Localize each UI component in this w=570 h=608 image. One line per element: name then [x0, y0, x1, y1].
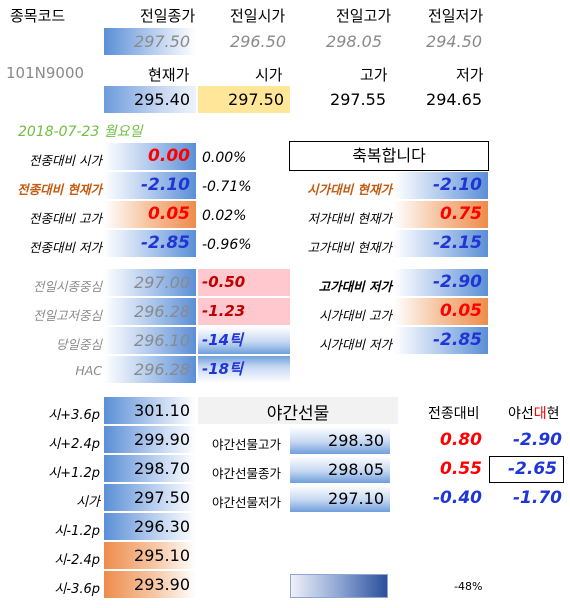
open-label: 시가: [255, 66, 283, 84]
prev-open-label: 전일시가: [230, 7, 286, 25]
prev-hl-center-diff: -1.23: [198, 298, 290, 325]
cur-label: 현재가: [148, 66, 190, 84]
low-vs-cur-label: 저가대비 현재가: [307, 211, 392, 226]
today-center-diff: -14틱: [198, 327, 290, 354]
night-col-prev: 전종대비: [428, 406, 480, 422]
today-center-value: 296.10: [104, 327, 196, 354]
prev-low-value: 294.50: [426, 32, 482, 51]
open-vs-high-value: 0.05: [394, 298, 488, 325]
compare-high-label: 전종대비 고가: [29, 211, 102, 226]
prev-hl-center-label: 전일고저중심: [32, 308, 102, 323]
compare-open-value: 0.00: [104, 143, 196, 170]
code-value: 101N9000: [6, 64, 85, 82]
today-center-label: 당일중심: [55, 337, 102, 352]
level-value: 295.10: [104, 542, 196, 569]
compare-low-value: -2.85: [104, 230, 196, 257]
high-value: 297.55: [330, 90, 386, 109]
compare-open-label: 전종대비 시가: [29, 153, 102, 168]
compare-low-pct: -0.96%: [202, 237, 252, 253]
level-label: 시-2.4p: [54, 553, 100, 568]
night-row-vs-prev: -0.40: [433, 488, 482, 508]
high-vs-cur-label: 고가대비 현재가: [307, 240, 392, 255]
level-label: 시+2.4p: [48, 437, 100, 452]
level-value: 301.10: [104, 397, 196, 424]
night-row-value: 297.10: [290, 485, 390, 512]
night-row-value: 298.30: [290, 427, 390, 454]
prev-open-value: 296.50: [230, 32, 286, 51]
night-row-vs-prev: 0.55: [440, 459, 482, 479]
low-label: 저가: [456, 66, 484, 84]
night-row-label: 야간선물고가: [212, 437, 282, 452]
level-value: 297.50: [104, 484, 196, 511]
open-vs-cur-value: -2.10: [394, 172, 488, 199]
prev-oc-center-label: 전일시종중심: [32, 279, 102, 294]
night-row-value: 298.05: [290, 456, 390, 483]
ratio-bar-fill: [291, 575, 387, 597]
compare-open-pct: 0.00%: [202, 150, 247, 166]
high-label: 고가: [360, 66, 388, 84]
hac-diff: -18틱: [198, 356, 290, 383]
night-title-band: [198, 397, 398, 424]
prev-high-label: 전일고가: [336, 7, 392, 25]
high-vs-low-value: -2.90: [394, 269, 488, 296]
prev-close-label: 전일종가: [140, 7, 196, 25]
date-label: 2018-07-23 월요일: [18, 124, 143, 140]
night-row-label: 야간선물종가: [212, 466, 282, 481]
hac-label: HAC: [75, 363, 102, 378]
low-vs-cur-value: 0.75: [394, 201, 488, 228]
prev-close-value: 297.50: [104, 28, 196, 55]
level-label: 시-1.2p: [54, 524, 100, 539]
high-vs-low-label: 고가대비 저가: [318, 279, 392, 294]
prev-low-label: 전일저가: [428, 7, 484, 25]
compare-cur-label: 전종대비 현재가: [17, 182, 102, 197]
low-value: 294.65: [426, 90, 482, 109]
night-col-cur: 야선대현: [508, 406, 560, 422]
compare-high-value: 0.05: [104, 201, 196, 228]
compare-cur-pct: -0.71%: [202, 179, 252, 195]
ratio-pct: -48%: [454, 580, 483, 593]
prev-oc-center-value: 297.00: [104, 269, 196, 296]
compare-high-pct: 0.02%: [202, 208, 247, 224]
level-label: 시+1.2p: [48, 466, 100, 481]
compare-low-label: 전종대비 저가: [29, 240, 102, 255]
night-row-label: 야간선물저가: [212, 495, 282, 510]
level-value: 299.90: [104, 426, 196, 453]
level-value: 296.30: [104, 513, 196, 540]
prev-hl-center-value: 296.28: [104, 298, 196, 325]
level-value: 298.70: [104, 455, 196, 482]
level-label: 시가: [76, 495, 100, 510]
night-row-vs-cur: -1.70: [513, 488, 562, 508]
night-row-vs-cur: -2.90: [513, 430, 562, 450]
level-value: 293.90: [104, 571, 196, 598]
open-vs-low-label: 시가대비 저가: [319, 337, 392, 352]
compare-cur-value: -2.10: [104, 172, 196, 199]
night-title: 야간선물: [266, 404, 330, 424]
ratio-bar-frame: [290, 574, 388, 598]
prev-high-value: 298.05: [326, 32, 382, 51]
high-vs-cur-value: -2.15: [394, 230, 488, 257]
hac-value: 296.28: [104, 356, 196, 383]
open-vs-low-value: -2.85: [394, 327, 488, 354]
night-row-vs-prev: 0.80: [440, 430, 482, 450]
prev-oc-center-diff: -0.50: [198, 269, 290, 296]
open-vs-high-label: 시가대비 고가: [319, 308, 392, 323]
open-value: 297.50: [198, 86, 290, 113]
night-row-vs-cur: -2.65: [489, 456, 564, 483]
code-label: 종목코드: [10, 7, 66, 25]
congrats-box: 축복합니다: [289, 141, 489, 171]
level-label: 시+3.6p: [48, 408, 100, 423]
level-label: 시-3.6p: [54, 582, 100, 597]
open-vs-cur-label: 시가대비 현재가: [307, 182, 392, 197]
cur-value: 295.40: [104, 86, 196, 113]
